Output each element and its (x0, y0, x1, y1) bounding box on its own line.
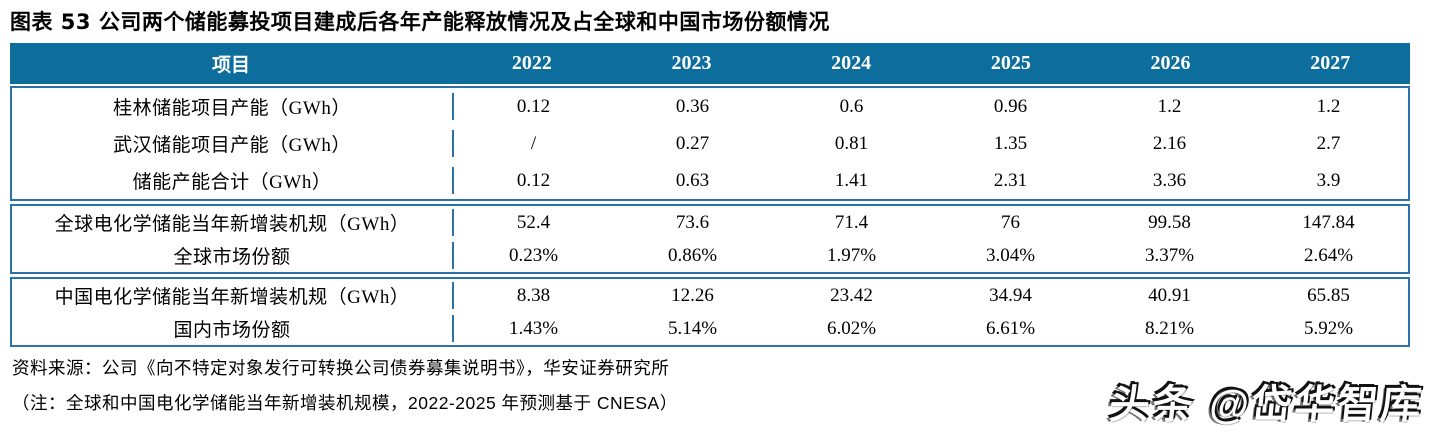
table-row: 国内市场份额 1.43% 5.14% 6.02% 6.61% 8.21% 5.92% (12, 312, 1408, 345)
table-cell: 3.36 (1152, 169, 1187, 191)
row-label: 储能产能合计（GWh） (12, 167, 454, 194)
figure-title: 图表 53 公司两个储能募投项目建成后各年产能释放情况及占全球和中国市场份额情况 (10, 10, 830, 34)
table-cell: 2.7 (1316, 132, 1341, 154)
table-row: 储能产能合计（GWh） 0.12 0.63 1.41 2.31 3.36 3.9 (12, 162, 1408, 199)
table-cell: 0.23% (508, 244, 559, 266)
table-cell: 3.37% (1144, 244, 1195, 266)
table-section-1: 桂林储能项目产能（GWh） 0.12 0.36 0.6 0.96 1.2 1.2 武汉储能项目… (10, 86, 1410, 201)
table-cell: 0.81 (834, 132, 869, 154)
table-cell: 0.36 (675, 95, 710, 117)
table-cell: / (530, 132, 537, 154)
table-cell: 1.2 (1316, 95, 1341, 117)
table-cell: 1.43% (508, 317, 559, 339)
header-year-2026: 2026 (1150, 52, 1191, 74)
table-cell: 8.21% (1144, 317, 1195, 339)
table-cell: 12.26 (671, 284, 714, 306)
row-label: 桂林储能项目产能（GWh） (12, 93, 454, 120)
table-cell: 5.14% (667, 317, 718, 339)
table-cell: 0.96 (993, 95, 1028, 117)
table-cell: 3.9 (1316, 169, 1341, 191)
table-cell: 1.2 (1157, 95, 1182, 117)
row-label: 中国电化学储能当年新增装机规（GWh） (12, 282, 454, 309)
table-header-row: 项目 2022 2023 2024 2025 2026 2027 (10, 43, 1410, 84)
table-cell: 52.4 (516, 211, 551, 233)
watermark: 头条 @岱华智库 (1107, 383, 1426, 427)
table-cell: 0.12 (516, 169, 551, 191)
source-note: 资料来源：公司《向不特定对象发行可转换公司债券募集说明书》，华安证券研究所 (12, 358, 670, 378)
table-cell: 40.91 (1148, 284, 1191, 306)
report-page: 图表 53 公司两个储能募投项目建成后各年产能释放情况及占全球和中国市场份额情况… (10, 10, 1426, 427)
table-cell: 6.02% (826, 317, 877, 339)
table-cell: 8.38 (516, 284, 551, 306)
table-cell: 2.64% (1303, 244, 1354, 266)
header-year-2025: 2025 (990, 52, 1031, 74)
table-row: 桂林储能项目产能（GWh） 0.12 0.36 0.6 0.96 1.2 1.2 (12, 88, 1408, 125)
table-cell: 73.6 (675, 211, 710, 233)
row-label: 全球市场份额 (12, 242, 454, 269)
table-cell: 23.42 (830, 284, 873, 306)
table-cell: 0.12 (516, 95, 551, 117)
capacity-share-table: 项目 2022 2023 2024 2025 2026 2027 桂林储能项目产能（GWh… (10, 43, 1410, 347)
table-cell: 147.84 (1302, 211, 1355, 233)
table-cell: 99.58 (1148, 211, 1191, 233)
table-cell: 1.97% (826, 244, 877, 266)
table-cell: 0.6 (839, 95, 864, 117)
table-row: 中国电化学储能当年新增装机规（GWh） 8.38 12.26 23.42 34.94 40… (12, 279, 1408, 312)
header-year-2024: 2024 (831, 52, 872, 74)
table-section-3: 中国电化学储能当年新增装机规（GWh） 8.38 12.26 23.42 34.94 40… (10, 277, 1410, 347)
table-row: 全球市场份额 0.23% 0.86% 1.97% 3.04% 3.37% 2.64% (12, 239, 1408, 272)
header-year-2022: 2022 (511, 52, 552, 74)
forecast-note: （注：全球和中国电化学储能当年新增装机规模，2022-2025 年预测基于 CN… (12, 393, 678, 413)
table-section-2: 全球电化学储能当年新增装机规（GWh） 52.4 73.6 71.4 76 99.58 14… (10, 204, 1410, 274)
table-cell: 5.92% (1303, 317, 1354, 339)
table-cell: 6.61% (985, 317, 1036, 339)
table-cell: 71.4 (834, 211, 869, 233)
table-cell: 0.86% (667, 244, 718, 266)
table-cell: 1.41 (834, 169, 869, 191)
table-cell: 2.16 (1152, 132, 1187, 154)
table-row: 武汉储能项目产能（GWh） / 0.27 0.81 1.35 2.16 2.7 (12, 125, 1408, 162)
table-cell: 34.94 (989, 284, 1032, 306)
table-body: 桂林储能项目产能（GWh） 0.12 0.36 0.6 0.96 1.2 1.2 武汉储能项目… (10, 86, 1410, 347)
header-year-2023: 2023 (671, 52, 712, 74)
table-cell: 3.04% (985, 244, 1036, 266)
row-label: 国内市场份额 (12, 315, 454, 342)
table-cell: 2.31 (993, 169, 1028, 191)
table-cell: 76 (1001, 211, 1020, 233)
header-year-2027: 2027 (1310, 52, 1351, 74)
row-label: 全球电化学储能当年新增装机规（GWh） (12, 209, 454, 236)
row-label: 武汉储能项目产能（GWh） (12, 130, 454, 157)
table-cell: 1.35 (993, 132, 1028, 154)
table-cell: 0.27 (675, 132, 710, 154)
table-cell: 65.85 (1307, 284, 1350, 306)
header-cell-project: 项目 (211, 55, 250, 76)
table-row: 全球电化学储能当年新增装机规（GWh） 52.4 73.6 71.4 76 99.58 14… (12, 206, 1408, 239)
table-cell: 0.63 (675, 169, 710, 191)
